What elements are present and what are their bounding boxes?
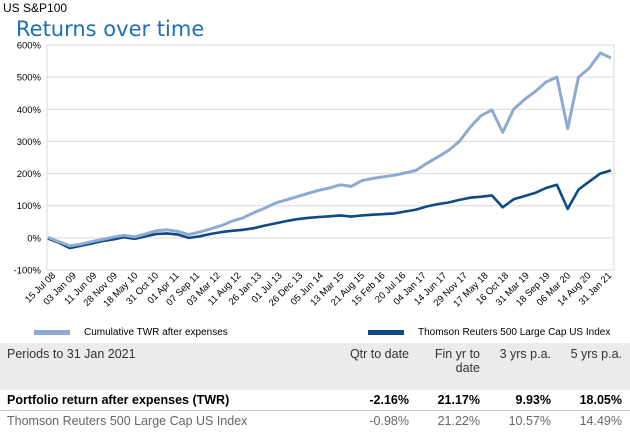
table-cell: 14.49% [579,414,622,428]
y-tick-label: 100% [17,201,42,212]
table-header-period: Periods to 31 Jan 2021 [7,347,136,361]
table-row: Portfolio return after expenses (TWR) -2… [0,390,630,411]
table-header-fytd: Fin yr to date [434,347,480,375]
table-cell: 21.22% [437,414,480,428]
table-cell: Thomson Reuters 500 Large Cap US Index [7,414,248,428]
legend-swatch-twr [34,330,70,335]
legend-label-index: Thomson Reuters 500 Large Cap US Index [418,327,611,338]
legend-item-twr: Cumulative TWR after expenses [34,327,228,338]
y-tick-label: 400% [17,105,42,116]
table-cell: -0.98% [369,414,409,428]
y-tick-label: 600% [17,41,42,52]
table-cell: 9.93% [488,390,559,411]
series-line-index [47,169,612,250]
returns-chart: 600%500%400%300%200%100%0%-100%15 Jul 08… [14,41,615,309]
legend-label-twr: Cumulative TWR after expenses [84,327,228,338]
chart-title: Returns over time [16,17,205,41]
table-cell: Portfolio return after expenses (TWR) [0,390,322,411]
chart-supertitle: US S&P100 [3,1,68,15]
series-line-twr [47,51,612,248]
table-header-5yr: 5 yrs p.a. [570,347,622,361]
y-tick-label: 200% [17,169,42,180]
table-cell: -2.16% [322,390,417,411]
y-tick-label: -100% [14,266,42,277]
legend-item-index: Thomson Reuters 500 Large Cap US Index [368,327,610,338]
table-header-row: Periods to 31 Jan 2021 Qtr to date Fin y… [0,343,630,390]
y-tick-label: 0% [27,233,41,244]
returns-table: Periods to 31 Jan 2021 Qtr to date Fin y… [0,343,630,431]
y-tick-label: 500% [17,73,42,84]
table-header-qtd: Qtr to date [349,347,409,361]
y-tick-label: 300% [17,137,42,148]
table-cell: 18.05% [559,390,630,411]
table-cell: 10.57% [508,414,551,428]
table-row: Thomson Reuters 500 Large Cap US Index -… [0,411,630,432]
legend-swatch-index [368,330,404,335]
table-header-3yr: 3 yrs p.a. [499,347,551,361]
table-cell: 21.17% [417,390,488,411]
